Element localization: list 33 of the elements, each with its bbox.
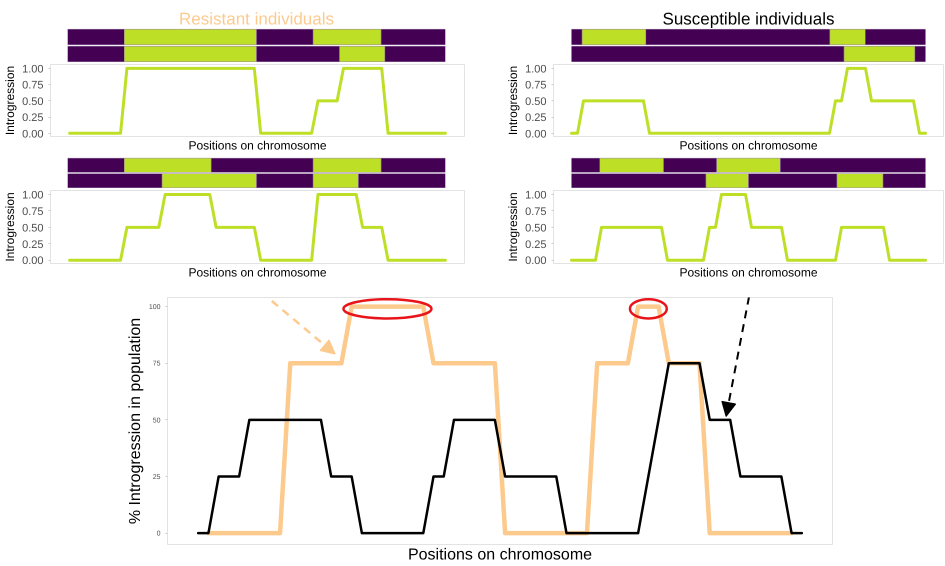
y-tick-label: 0.50 (525, 222, 547, 234)
chart-title: Susceptible individuals (662, 10, 835, 28)
y-tick-label: 0.50 (525, 96, 547, 108)
y-tick-label: 0.75 (525, 206, 547, 218)
y-tick-label: 0.25 (22, 238, 44, 251)
y-tick-label: 1.00 (22, 189, 44, 202)
y-axis-title: Introgression (506, 66, 520, 136)
y-tick-label: 0.50 (22, 222, 44, 234)
y-axis-title: % Introgression in population (126, 318, 144, 524)
y-tick-label: 0.75 (525, 80, 547, 92)
y-tick-label: 0.00 (525, 128, 547, 140)
y-tick-label: 0.00 (22, 128, 44, 140)
y-tick-label: 0.75 (22, 206, 44, 218)
chart-title: Resistant individuals (179, 10, 334, 28)
y-tick-label: 0.00 (22, 255, 44, 268)
line-series (196, 362, 804, 534)
x-axis-title: Positions on chromosome (408, 546, 592, 564)
y-tick-label: 0.50 (22, 96, 44, 108)
y-tick-label: 0.75 (22, 80, 44, 92)
y-axis-title: Introgression (3, 192, 18, 262)
y-tick-label: 1.00 (525, 63, 547, 76)
y-tick-label: 0.25 (525, 112, 547, 124)
y-axis-title: Introgression (3, 66, 18, 136)
x-axis-title: Positions on chromosome (679, 138, 818, 152)
y-tick-label: 0.00 (525, 255, 547, 268)
y-tick-label: 0.25 (22, 112, 44, 124)
y-tick-label: 0.25 (525, 238, 547, 251)
x-axis-title: Positions on chromosome (679, 266, 818, 280)
y-axis-title: Introgression (506, 192, 520, 262)
y-tick-label: 1.00 (22, 63, 44, 76)
x-axis-title: Positions on chromosome (188, 138, 327, 152)
x-axis-title: Positions on chromosome (188, 266, 327, 280)
y-tick-label: 1.00 (525, 189, 547, 202)
